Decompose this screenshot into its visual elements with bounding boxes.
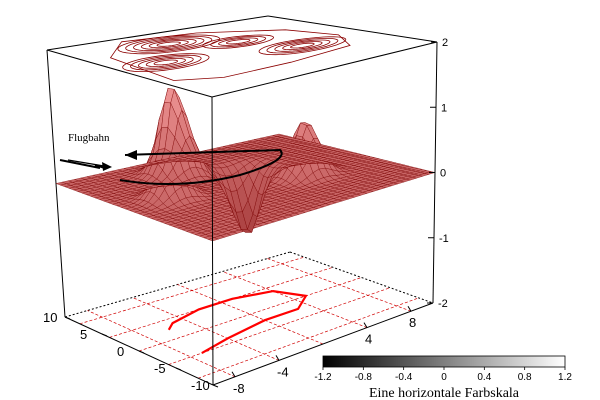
z-tick-label: 0 xyxy=(440,168,446,180)
floor-grid-line xyxy=(267,258,412,312)
box-edge-floor-front xyxy=(212,302,434,386)
surface-mesh xyxy=(55,87,436,242)
box-edge-top-left xyxy=(46,49,213,98)
floor-grid-line xyxy=(132,297,280,361)
x-tick-mark xyxy=(407,305,412,312)
contour-line xyxy=(153,59,179,66)
contour-line xyxy=(140,38,197,50)
colorbar-tick-label: 0.4 xyxy=(477,372,491,383)
box-edge-top-back xyxy=(46,15,269,51)
floor-grid-line xyxy=(79,256,305,325)
contour-outline xyxy=(109,29,351,81)
contour-line xyxy=(133,37,205,52)
floor-grid-line xyxy=(177,284,324,345)
box-edge-floor-right xyxy=(289,251,434,304)
x-axis-ticks: 8 4 -4 -8 xyxy=(231,305,416,396)
box-edge-front-vertical xyxy=(211,96,214,386)
contour-line xyxy=(130,54,202,71)
floor-grid-line xyxy=(222,271,368,328)
z-tick-label: -1 xyxy=(439,233,449,245)
contour-line xyxy=(137,56,194,69)
contour-line xyxy=(202,34,275,49)
y-tick-label: -5 xyxy=(154,361,166,376)
x-tick-label: 4 xyxy=(365,332,372,347)
colorbar-tick-label: 0.8 xyxy=(518,372,532,383)
colorbar-title: Eine horizontale Farbskala xyxy=(369,386,520,400)
colorbar-tick-label: -0.4 xyxy=(395,372,413,383)
contour-line xyxy=(282,41,323,51)
y-tick-label: 10 xyxy=(43,310,57,325)
floor-grid xyxy=(79,256,419,379)
y-tick-mark xyxy=(101,333,108,337)
y-tick-label: -10 xyxy=(191,378,210,393)
contour-line xyxy=(156,41,181,47)
x-tick-mark xyxy=(363,322,368,328)
y-tick-mark xyxy=(175,367,182,371)
contour-line xyxy=(290,42,315,49)
y-axis-ticks: 10 5 0 -5 -10 xyxy=(43,310,219,393)
y-tick-label: 0 xyxy=(117,344,124,359)
flight-arrow-head xyxy=(125,150,137,160)
floor-trajectory xyxy=(167,289,308,355)
contour-line xyxy=(258,36,347,56)
contour-line xyxy=(210,36,267,48)
x-tick-label: -8 xyxy=(233,381,245,396)
surface-patch xyxy=(272,133,284,137)
contour-line xyxy=(145,58,186,67)
contour-line xyxy=(274,39,331,52)
contour-line xyxy=(218,37,259,46)
x-tick-mark xyxy=(275,355,280,361)
contour-line xyxy=(225,39,251,45)
top-contour-projection xyxy=(109,29,351,81)
colorbar-tick-label: -1.2 xyxy=(314,372,332,383)
z-tick-label: 2 xyxy=(442,37,448,49)
flight-arrow-head xyxy=(102,162,112,171)
contour-line xyxy=(148,40,189,49)
contour-line xyxy=(266,38,339,54)
flight-path-annotation: Flugbahn xyxy=(59,132,283,185)
colorbar-tick-label: -0.8 xyxy=(355,372,373,383)
floor-grid-line xyxy=(87,310,236,378)
x-tick-mark xyxy=(231,371,236,378)
colorbar-tick-label: 0 xyxy=(441,372,447,383)
flugbahn-label: Flugbahn xyxy=(68,132,110,144)
colorbar-gradient xyxy=(322,355,566,368)
z-tick-label: 1 xyxy=(441,102,447,114)
y-tick-mark xyxy=(138,350,145,354)
box-edge-top-front xyxy=(211,41,438,98)
colorbar-tick-label: 1.2 xyxy=(558,372,572,383)
trajectory-curve xyxy=(167,289,308,355)
x-tick-label: -4 xyxy=(277,364,289,379)
y-tick-label: 5 xyxy=(80,327,87,342)
y-tick-mark xyxy=(64,316,71,320)
z-axis-ticks: 2 1 0 -1 -2 xyxy=(427,37,449,310)
floor-grid-line xyxy=(138,277,362,352)
contour-line xyxy=(122,53,210,72)
box-front-edges xyxy=(64,96,434,386)
colorbar: -1.2 -0.8 -0.4 0 0.4 0.8 1.2 Eine horizontale F… xyxy=(314,355,572,400)
y-tick-mark xyxy=(212,384,219,388)
box-edge-top-right xyxy=(267,15,438,43)
x-tick-label: 8 xyxy=(409,315,416,330)
z-tick-label: -2 xyxy=(438,298,448,310)
